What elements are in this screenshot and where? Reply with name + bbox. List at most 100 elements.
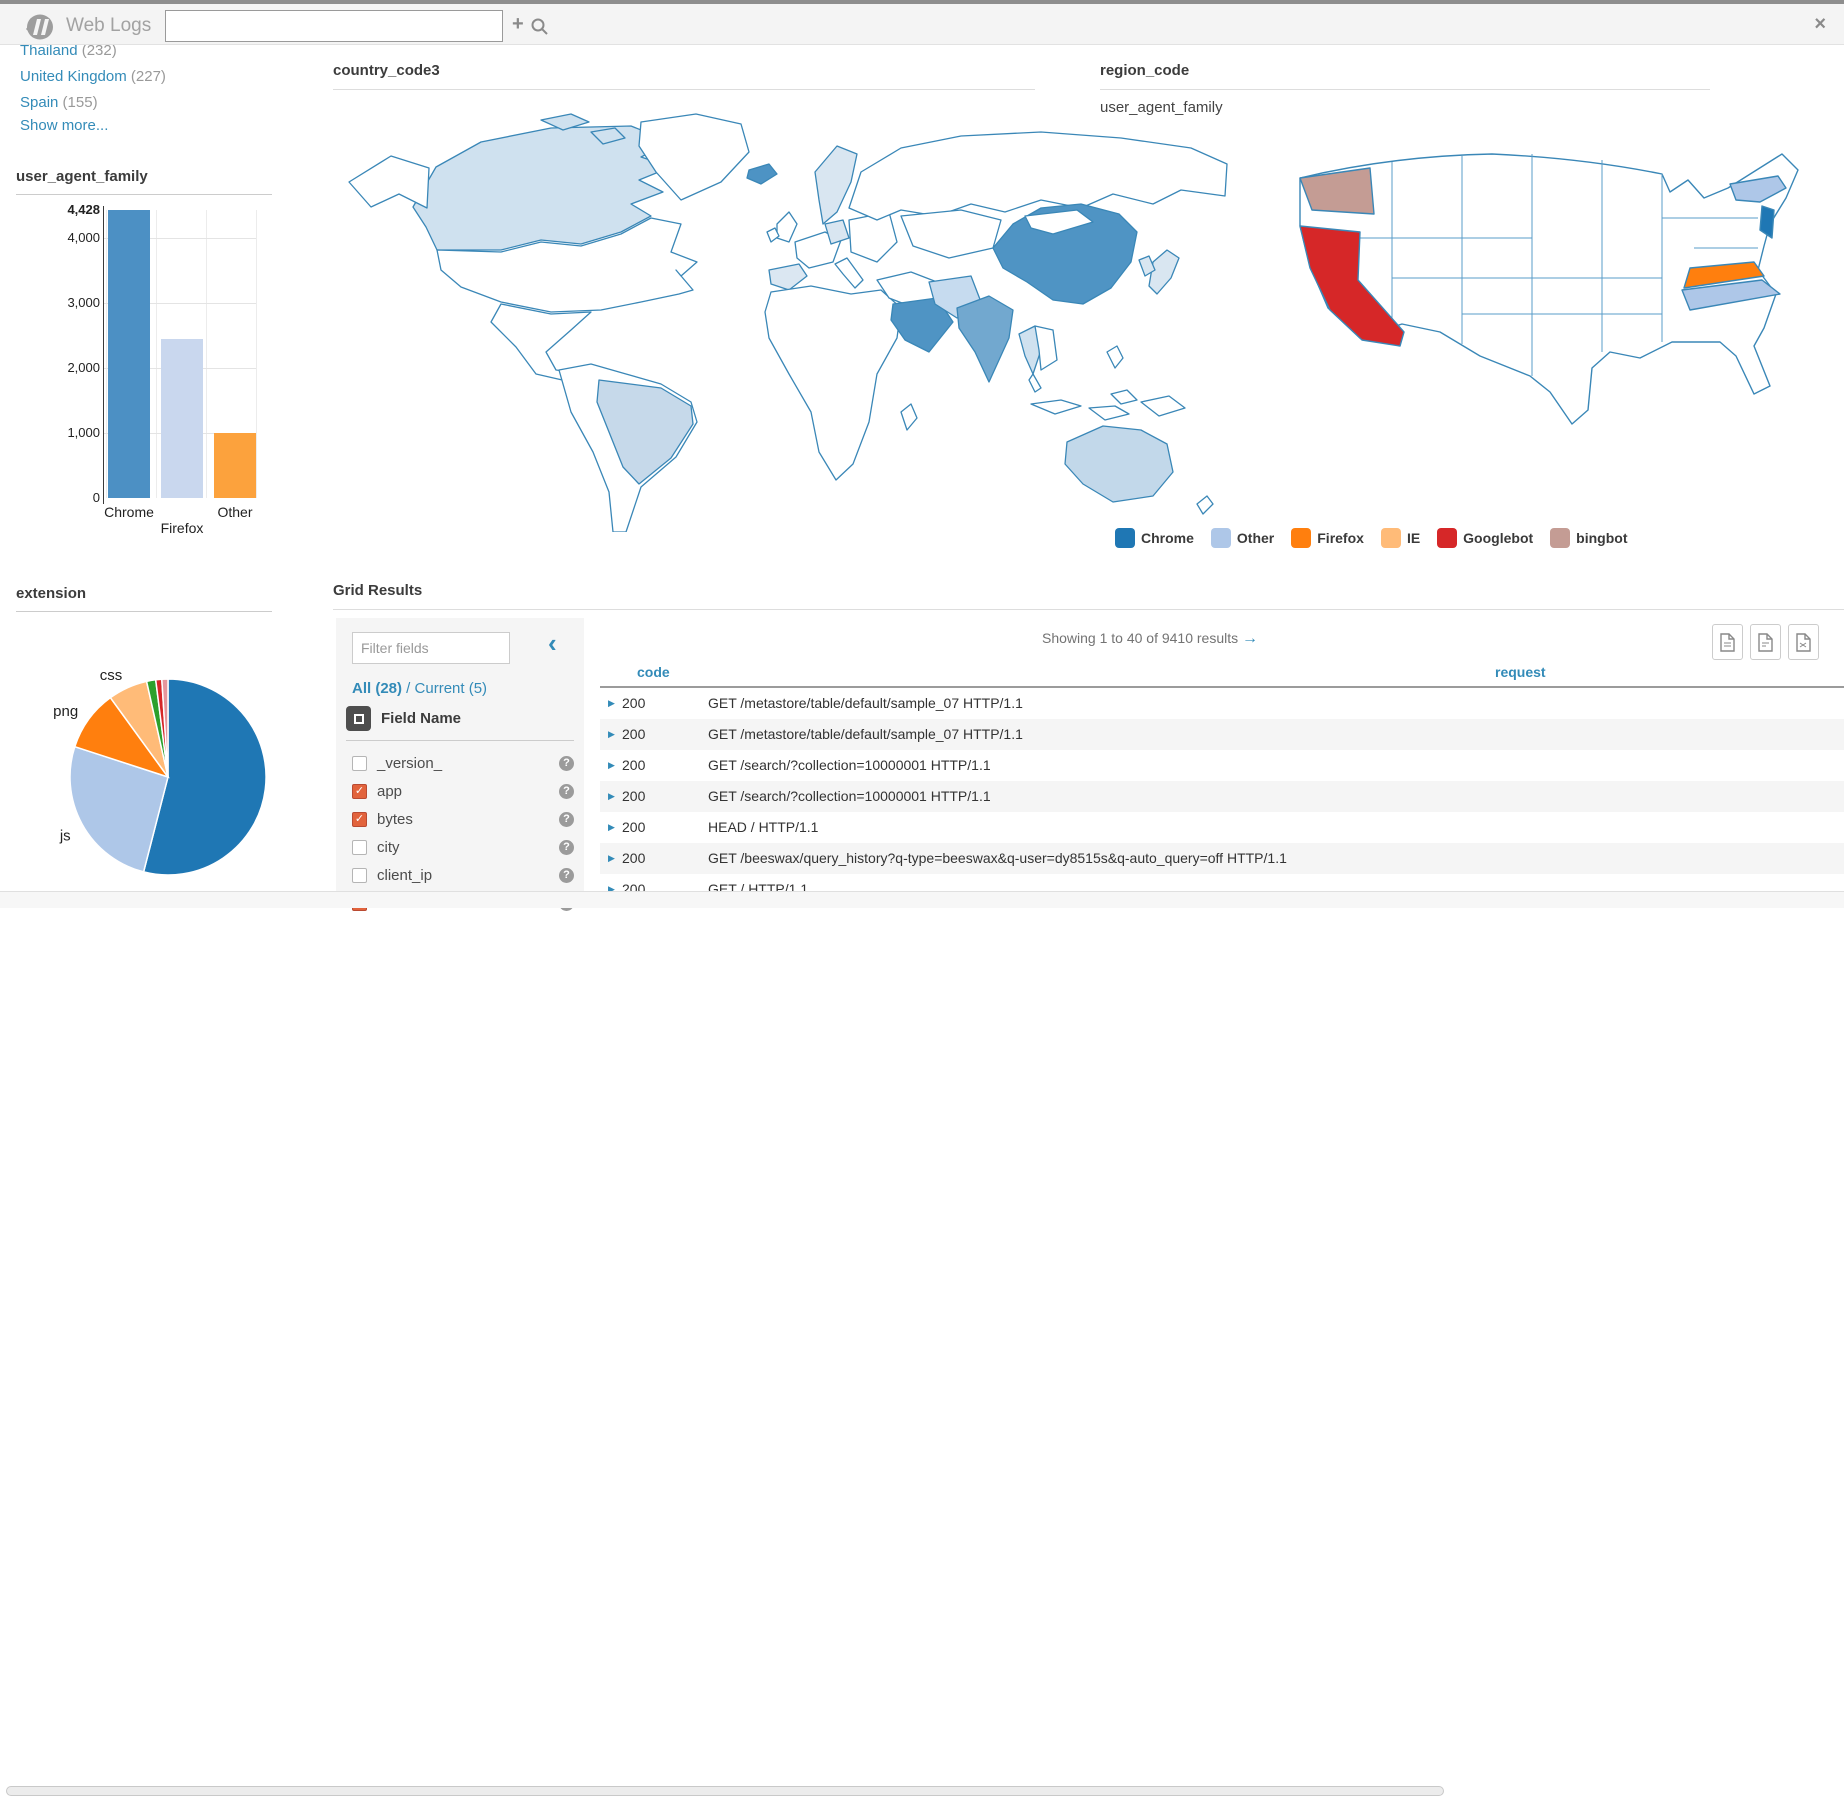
map-washington[interactable] xyxy=(1299,167,1375,215)
map-north-carolina[interactable] xyxy=(1681,279,1781,311)
facet-link[interactable]: Spain xyxy=(20,94,59,111)
pie-slice[interactable] xyxy=(161,678,169,778)
facet-item: United Kingdom (227) xyxy=(20,64,166,90)
pie-label-css: css xyxy=(100,667,123,684)
map-new-jersey[interactable] xyxy=(1759,205,1775,239)
horizontal-scrollbar-thumb[interactable] xyxy=(6,1786,1444,1796)
search-icon[interactable] xyxy=(530,17,549,36)
map-australia[interactable] xyxy=(1064,425,1174,503)
bar-other[interactable] xyxy=(214,432,256,498)
legend-swatch xyxy=(1550,528,1571,548)
pie-slice-js[interactable] xyxy=(69,745,169,873)
fields-current-link[interactable]: Current (5) xyxy=(414,680,488,697)
map-canada[interactable] xyxy=(412,125,672,251)
field-row-app: ✓ app? xyxy=(352,777,574,805)
field-checkbox-app[interactable]: ✓ xyxy=(352,783,367,799)
map-state-borders xyxy=(1328,154,1758,376)
cell-request: GET /metastore/table/default/sample_07 H… xyxy=(708,726,1023,742)
map-new-york[interactable] xyxy=(1729,175,1787,203)
legend-swatch xyxy=(1380,528,1401,548)
field-label: city xyxy=(377,838,400,856)
map-india[interactable] xyxy=(956,295,1014,383)
column-header-code[interactable]: code xyxy=(637,664,670,680)
legend-item-chrome[interactable]: Chrome xyxy=(1115,528,1194,548)
legend-label: IE xyxy=(1406,530,1421,546)
field-checkbox-city[interactable] xyxy=(352,839,367,855)
export-file-button-3[interactable] xyxy=(1788,624,1819,660)
expand-row-icon[interactable]: ▶ xyxy=(608,822,615,832)
field-checkbox-bytes[interactable]: ✓ xyxy=(352,811,367,827)
expand-row-icon[interactable]: ▶ xyxy=(608,853,615,863)
map-california[interactable] xyxy=(1299,225,1405,347)
map-china[interactable] xyxy=(992,203,1138,305)
export-file-button-1[interactable] xyxy=(1712,624,1743,660)
export-file-button-2[interactable] xyxy=(1750,624,1781,660)
expand-row-icon[interactable]: ▶ xyxy=(608,698,615,708)
cell-request: GET /search/?collection=10000001 HTTP/1.… xyxy=(708,757,991,773)
map-scandinavia[interactable] xyxy=(814,145,858,225)
facet-link[interactable]: United Kingdom xyxy=(20,68,127,85)
bar-chrome[interactable] xyxy=(108,210,150,498)
hue-logo[interactable] xyxy=(24,13,54,41)
map-new-zealand xyxy=(1196,495,1214,515)
legend-item-bingbot[interactable]: bingbot xyxy=(1550,528,1627,548)
map-japan[interactable] xyxy=(1148,249,1180,295)
pie-label-js: js xyxy=(59,828,71,845)
expand-row-icon[interactable]: ▶ xyxy=(608,760,615,770)
map-virginia[interactable] xyxy=(1683,261,1765,289)
help-icon[interactable]: ? xyxy=(559,783,574,799)
legend-label: Firefox xyxy=(1317,530,1364,546)
map-united-states[interactable] xyxy=(436,217,698,313)
table-row[interactable]: ▶ 200 GET /search/?collection=10000001 HTT… xyxy=(600,750,1844,781)
help-icon[interactable]: ? xyxy=(559,755,574,771)
column-header-request[interactable]: request xyxy=(1495,664,1546,680)
pie-slice[interactable] xyxy=(142,678,267,876)
close-icon[interactable]: × xyxy=(1814,13,1826,35)
next-page-arrow-icon[interactable]: → xyxy=(1242,630,1259,647)
legend-item-firefox[interactable]: Firefox xyxy=(1291,528,1364,548)
field-row-bytes: ✓ bytes? xyxy=(352,805,574,833)
legend-item-ie[interactable]: IE xyxy=(1380,528,1421,548)
map-germany[interactable] xyxy=(824,219,850,245)
map-arctic-island xyxy=(540,113,590,131)
field-name-header: Field Name xyxy=(381,710,462,727)
bar-firefox[interactable] xyxy=(161,338,203,498)
map-spain[interactable] xyxy=(768,263,808,291)
map-brazil[interactable] xyxy=(596,379,694,485)
table-row[interactable]: ▶ 200 GET /metastore/table/default/sample_… xyxy=(600,719,1844,750)
table-row[interactable]: ▶ 200 GET /metastore/table/default/sample_… xyxy=(600,688,1844,719)
help-icon[interactable]: ? xyxy=(559,811,574,827)
bar-gridline xyxy=(156,210,157,498)
map-south-korea[interactable] xyxy=(1138,255,1156,277)
expand-row-icon[interactable]: ▶ xyxy=(608,884,615,894)
bar-y-axis xyxy=(103,206,104,504)
search-input[interactable] xyxy=(165,10,503,42)
legend-item-googlebot[interactable]: Googlebot xyxy=(1437,528,1533,548)
results-table-body: ▶ 200 GET /metastore/table/default/sample_… xyxy=(600,688,1844,905)
help-icon[interactable]: ? xyxy=(559,839,574,855)
field-checkbox-client_ip[interactable] xyxy=(352,867,367,883)
field-checkbox-_version_[interactable] xyxy=(352,755,367,771)
horizontal-scrollbar-track[interactable] xyxy=(0,891,1844,1796)
help-icon[interactable]: ? xyxy=(559,867,574,883)
map-eastern-europe xyxy=(848,211,898,263)
expand-row-icon[interactable]: ▶ xyxy=(608,729,615,739)
cell-request: GET /search/?collection=10000001 HTTP/1.… xyxy=(708,788,991,804)
table-row[interactable]: ▶ 200 GET /search/?collection=10000001 HTT… xyxy=(600,781,1844,812)
facet-link[interactable]: Thailand xyxy=(20,42,78,59)
field-divider xyxy=(346,740,574,741)
table-row[interactable]: ▶ 200 HEAD / HTTP/1.1 xyxy=(600,812,1844,843)
fields-all-link[interactable]: All (28) xyxy=(352,680,403,697)
map-thailand[interactable] xyxy=(1018,325,1042,375)
toggle-all-fields-checkbox[interactable] xyxy=(346,706,371,731)
collapse-panel-icon[interactable]: ‹ xyxy=(548,628,557,658)
field-row-_version_: _version_? xyxy=(352,749,574,777)
table-row[interactable]: ▶ 200 GET /beeswax/query_history?q-type=be… xyxy=(600,843,1844,874)
country-code3-header: country_code3 xyxy=(333,62,1035,90)
map-iceland[interactable] xyxy=(746,163,778,185)
legend-item-other[interactable]: Other xyxy=(1210,528,1274,548)
add-facet-icon[interactable]: + xyxy=(512,13,524,35)
filter-fields-input[interactable] xyxy=(352,632,510,664)
show-more-link[interactable]: Show more... xyxy=(20,117,109,134)
expand-row-icon[interactable]: ▶ xyxy=(608,791,615,801)
